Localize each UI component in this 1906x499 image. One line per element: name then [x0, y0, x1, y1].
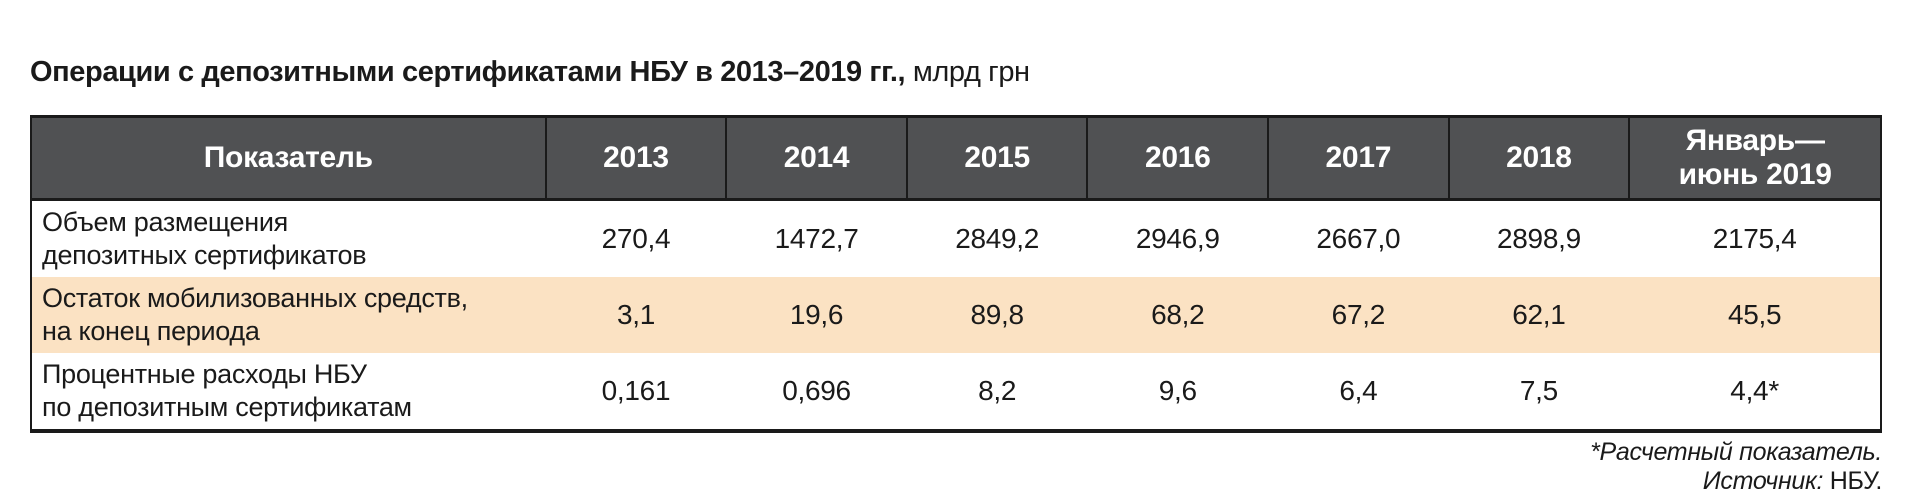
row-label-line1: Процентные расходы НБУ: [42, 359, 367, 389]
header-jan-jun-2019: Январь—июнь 2019: [1628, 115, 1882, 201]
cell-value: 0,696: [782, 375, 851, 406]
cell-value: 2175,4: [1712, 223, 1797, 254]
source-value: НБУ.: [1823, 467, 1883, 495]
cell-value: 62,1: [1448, 277, 1630, 353]
cell-value: 3,1: [545, 277, 727, 353]
cell-value: 19,6: [726, 277, 907, 353]
cell-value: 4,4*: [1730, 375, 1779, 406]
header-row: Показатель 2013 2014 2015 2016 2017 2018…: [30, 115, 1882, 201]
cell-value: 7,5: [1519, 375, 1558, 406]
row-label-line2: по депозитным сертификатам: [42, 392, 412, 422]
cell-value: 2946,9: [1135, 223, 1220, 254]
row-label: Остаток мобилизованных средств, на конец…: [31, 277, 546, 353]
row-label-line2: депозитных сертификатов: [42, 240, 367, 270]
row-label-line1: Объем размещения: [42, 207, 288, 237]
cell-value: 2849,2: [955, 223, 1040, 254]
table-title: Операции с депозитными сертификатами НБУ…: [30, 56, 1030, 89]
row-label: Объем размещения депозитных сертификатов: [31, 200, 546, 278]
header-2017: 2017: [1267, 115, 1450, 201]
cell-value: 45,5: [1629, 277, 1881, 353]
header-2013: 2013: [544, 115, 728, 201]
cell-value: 2667,0: [1316, 223, 1401, 254]
cell-value: 270,4: [601, 223, 671, 254]
table-header: Показатель 2013 2014 2015 2016 2017 2018…: [30, 115, 1882, 201]
cell-value: 0,161: [601, 375, 671, 406]
footnotes: *Расчетный показатель. Источник: НБУ.: [1590, 438, 1882, 496]
table-row-mobilized-funds-balance: Остаток мобилизованных средств, на конец…: [31, 277, 1881, 353]
table-row-placement-volume: Объем размещения депозитных сертификатов…: [31, 200, 1881, 278]
header-2015: 2015: [905, 115, 1089, 201]
title-main: Операции с депозитными сертификатами НБУ…: [30, 56, 906, 88]
header-2018: 2018: [1447, 115, 1631, 201]
cell-value: 68,2: [1087, 277, 1269, 353]
row-label-line2: на конец периода: [42, 316, 260, 346]
footnote-calculated-indicator: *Расчетный показатель.: [1590, 438, 1882, 466]
cell-value: 8,2: [978, 375, 1017, 406]
source-label: Источник:: [1702, 467, 1824, 495]
title-units: млрд грн: [905, 56, 1030, 88]
footnote-source: Источник: НБУ.: [1590, 467, 1883, 496]
cell-value: 6,4: [1339, 375, 1378, 406]
table-body: Объем размещения депозитных сертификатов…: [31, 200, 1881, 432]
deposit-certificates-table: Показатель 2013 2014 2015 2016 2017 2018…: [30, 115, 1882, 433]
cell-value: 1472,7: [774, 223, 859, 254]
cell-value: 2898,9: [1497, 223, 1581, 254]
header-2014: 2014: [725, 115, 908, 201]
cell-value: 89,8: [906, 277, 1088, 353]
header-indicator: Показатель: [30, 115, 547, 201]
row-label: Процентные расходы НБУ по депозитным сер…: [31, 353, 546, 431]
table-row-interest-expenses: Процентные расходы НБУ по депозитным сер…: [31, 353, 1881, 431]
cell-value: 67,2: [1268, 277, 1449, 353]
cell-value: 9,6: [1158, 375, 1197, 406]
row-label-line1: Остаток мобилизованных средств,: [42, 283, 468, 313]
header-2016: 2016: [1086, 115, 1270, 201]
